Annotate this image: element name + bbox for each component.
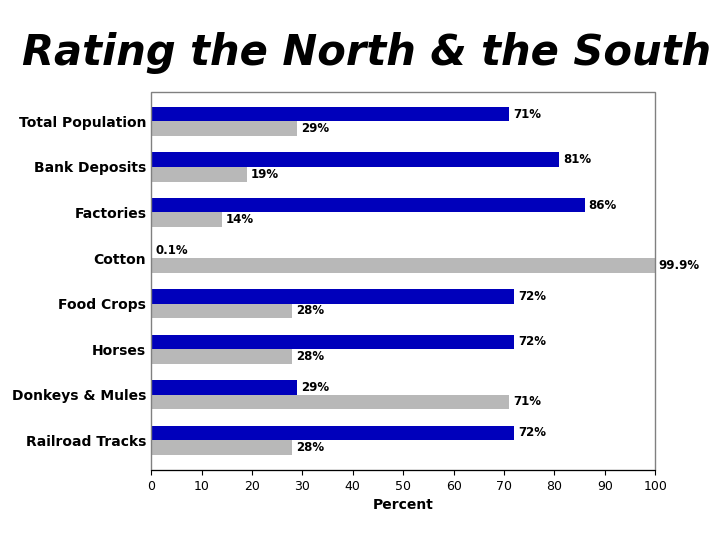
Bar [151, 107, 509, 122]
Text: 14%: 14% [226, 213, 254, 226]
Bar [151, 122, 297, 136]
Bar [151, 440, 292, 455]
Bar [151, 152, 559, 167]
Text: Rating the North & the South: Rating the North & the South [22, 32, 711, 75]
Text: 71%: 71% [513, 395, 541, 408]
Text: 28%: 28% [297, 441, 325, 454]
Bar [151, 380, 297, 395]
Text: 72%: 72% [518, 427, 546, 440]
Text: 72%: 72% [518, 290, 546, 303]
Bar [151, 198, 585, 212]
Text: 72%: 72% [518, 335, 546, 348]
Text: 19%: 19% [251, 168, 279, 181]
X-axis label: Percent: Percent [373, 498, 433, 512]
Bar [151, 289, 514, 303]
Text: 86%: 86% [589, 199, 617, 212]
Bar [151, 167, 247, 181]
Text: 81%: 81% [564, 153, 592, 166]
Text: 29%: 29% [302, 381, 330, 394]
Bar [151, 212, 222, 227]
Bar [151, 426, 514, 440]
Bar [151, 258, 654, 273]
Bar [151, 92, 655, 470]
Text: 71%: 71% [513, 107, 541, 120]
Bar [151, 303, 292, 318]
Bar [151, 395, 509, 409]
Bar [151, 349, 292, 363]
Bar [151, 335, 514, 349]
Text: 0.1%: 0.1% [156, 244, 189, 257]
Text: 28%: 28% [297, 350, 325, 363]
Text: 28%: 28% [297, 305, 325, 318]
Text: 99.9%: 99.9% [659, 259, 700, 272]
Text: 29%: 29% [302, 122, 330, 135]
